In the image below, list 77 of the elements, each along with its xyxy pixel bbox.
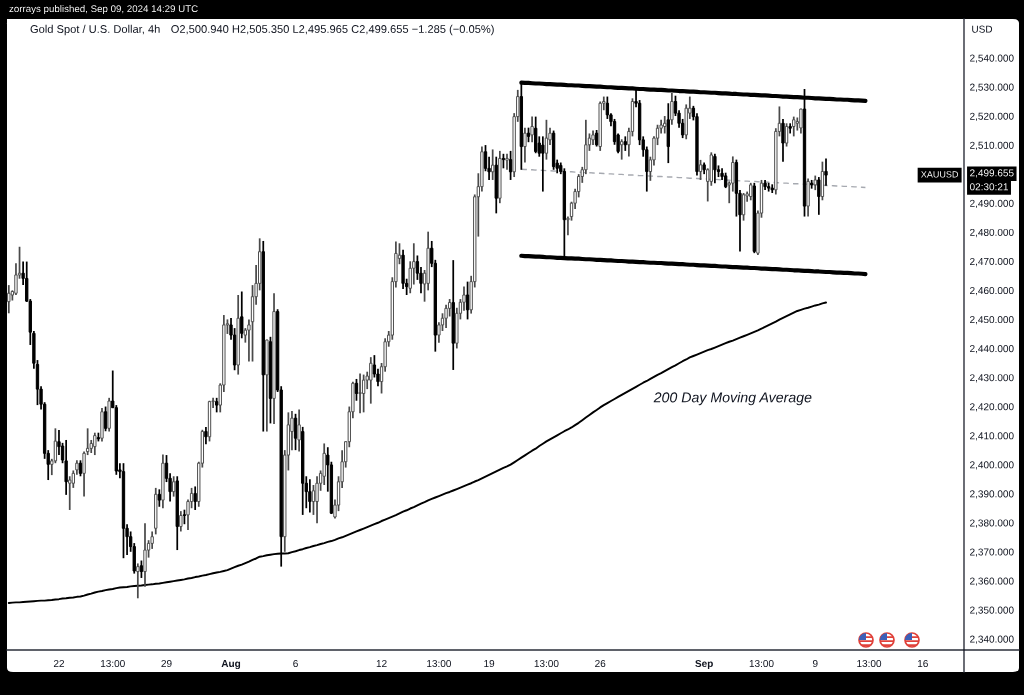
y-tick-label: 2,400.000 bbox=[970, 461, 1014, 470]
candlestick bbox=[179, 510, 183, 533]
y-tick-label: 2,430.000 bbox=[970, 374, 1014, 383]
candlestick bbox=[240, 290, 244, 340]
candlestick bbox=[297, 408, 301, 453]
candlestick bbox=[670, 92, 674, 126]
y-tick-label: 2,510.000 bbox=[970, 141, 1014, 150]
text: 02:30:21 bbox=[969, 183, 1008, 191]
candlestick bbox=[361, 373, 366, 414]
x-tick-label: Sep bbox=[695, 659, 713, 670]
y-tick-label: 2,360.000 bbox=[970, 577, 1014, 586]
candlestick bbox=[172, 475, 176, 498]
x-tick-label: 13:00 bbox=[749, 659, 774, 668]
candlestick bbox=[465, 280, 470, 321]
candlestick bbox=[541, 135, 545, 193]
candlestick bbox=[799, 107, 803, 135]
y-tick-label: 2,520.000 bbox=[970, 112, 1014, 121]
x-tick-label: Aug bbox=[221, 660, 241, 670]
x-tick-label: 26 bbox=[595, 659, 606, 668]
x-tick-label: 19 bbox=[484, 659, 495, 668]
candlestick bbox=[193, 485, 197, 511]
candlestick bbox=[308, 478, 312, 514]
candlestick bbox=[293, 412, 298, 451]
candlestick bbox=[523, 126, 527, 164]
x-tick-label: 9 bbox=[812, 659, 818, 668]
annotation: XAUUSD bbox=[921, 171, 959, 178]
x-tick-label: 13:00 bbox=[534, 659, 559, 668]
y-tick-label: 2,440.000 bbox=[970, 345, 1014, 354]
candlestick bbox=[143, 522, 147, 588]
candlestick bbox=[534, 115, 538, 155]
y-tick-label: 2,450.000 bbox=[970, 316, 1014, 325]
y-tick-label: 2,470.000 bbox=[970, 257, 1014, 267]
y-tick-label: 2,410.000 bbox=[970, 432, 1014, 441]
y-tick-label: 2,380.000 bbox=[970, 519, 1014, 528]
y-tick-label: 2,540.000 bbox=[970, 54, 1014, 63]
candlestick bbox=[369, 356, 373, 405]
candlestick bbox=[136, 562, 140, 600]
candlestick bbox=[781, 118, 785, 163]
candlestick bbox=[103, 405, 108, 433]
chart-subtitle: O2,500.940 H2,505.350 L2,495.965 C2,499.655 −1.285 (−0.05%) bbox=[171, 24, 494, 36]
candlestick bbox=[491, 148, 495, 181]
series-label: 200 Day Moving Average bbox=[653, 392, 812, 406]
candlestick bbox=[530, 115, 534, 144]
candlestick bbox=[713, 152, 717, 185]
y-tick-label: 2,460.000 bbox=[970, 286, 1014, 296]
x-tick-label: 13:00 bbox=[100, 659, 125, 668]
candlestick bbox=[792, 115, 796, 138]
text: zorrays published, Sep 09, 2024 14:29 UTC bbox=[9, 4, 198, 15]
x-tick-label: 12 bbox=[376, 659, 387, 667]
candlestick bbox=[817, 176, 821, 216]
x-tick-label: 29 bbox=[161, 659, 172, 668]
candlestick bbox=[64, 439, 68, 496]
candlestick bbox=[505, 152, 509, 171]
candlestick bbox=[354, 378, 359, 402]
candlestick bbox=[620, 138, 624, 161]
x-tick-label: 22 bbox=[53, 659, 65, 667]
y-tick-label: 2,390.000 bbox=[970, 490, 1014, 499]
y-tick-label: 2,480.000 bbox=[970, 228, 1014, 238]
y-tick-label: 2,350.000 bbox=[970, 606, 1014, 615]
y-tick-label: 2,420.000 bbox=[970, 403, 1014, 412]
y-axis-title: USD bbox=[972, 25, 993, 33]
line-series bbox=[7, 301, 827, 604]
x-tick-label: 13:00 bbox=[427, 659, 452, 668]
text: 2,499.655 bbox=[970, 169, 1014, 178]
chart-title: Gold Spot / U.S. Dollar, 4h bbox=[30, 24, 160, 36]
candlestick bbox=[311, 484, 316, 516]
candlestick bbox=[824, 157, 828, 187]
candlestick bbox=[93, 431, 97, 456]
candlestick bbox=[784, 122, 789, 148]
y-tick-label: 2,340.000 bbox=[970, 635, 1014, 644]
y-tick-label: 2,490.000 bbox=[970, 199, 1014, 209]
y-tick-label: 2,370.000 bbox=[970, 548, 1014, 557]
x-tick-label: 16 bbox=[917, 659, 928, 668]
y-tick-label: 2,530.000 bbox=[970, 83, 1014, 92]
candlestick bbox=[358, 372, 362, 415]
x-tick-label: 6 bbox=[293, 659, 298, 668]
x-tick-label: 13:00 bbox=[857, 659, 882, 668]
